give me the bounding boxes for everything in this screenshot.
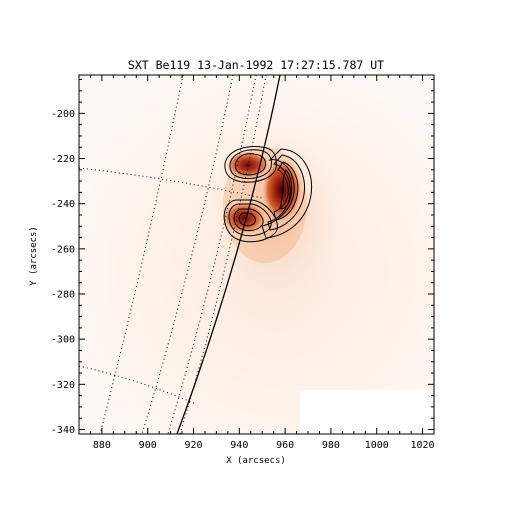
x-tick-label: 1000	[365, 440, 389, 451]
emission-lobe-north	[226, 151, 270, 179]
intensity-contours	[223, 146, 313, 243]
y-tick-label: -220	[51, 154, 75, 165]
y-tick-label: -240	[51, 199, 75, 210]
y-tick-label: -280	[51, 290, 75, 301]
x-tick-label: 960	[276, 440, 294, 451]
figure-title: SXT Be119 13-Jan-1992 17:27:15.787 UT	[128, 58, 384, 72]
y-axis: -200 -220 -240 -260 -280 -300 -320 -340	[51, 79, 434, 436]
x-axis: 880 900 920 940 960 980 1000 1020	[89, 75, 435, 451]
image-panel	[79, 75, 434, 434]
x-axis-label: X (arcsecs)	[226, 456, 286, 466]
y-tick-label: -320	[51, 380, 75, 391]
x-tick-label: 880	[93, 440, 111, 451]
y-tick-label: -260	[51, 244, 75, 255]
x-tick-label: 940	[230, 440, 248, 451]
solar-limb	[176, 75, 281, 434]
x-tick-label: 980	[322, 440, 340, 451]
y-tick-label: -340	[51, 425, 75, 436]
plot-frame	[78, 74, 435, 435]
x-tick-label: 920	[184, 440, 202, 451]
x-tick-label: 1020	[411, 440, 435, 451]
y-axis-label: Y (arcsecs)	[29, 226, 39, 286]
x-tick-label: 900	[139, 440, 157, 451]
y-tick-label: -200	[51, 109, 75, 120]
lower-right-blank-region	[300, 390, 434, 434]
y-tick-label: -300	[51, 335, 75, 346]
